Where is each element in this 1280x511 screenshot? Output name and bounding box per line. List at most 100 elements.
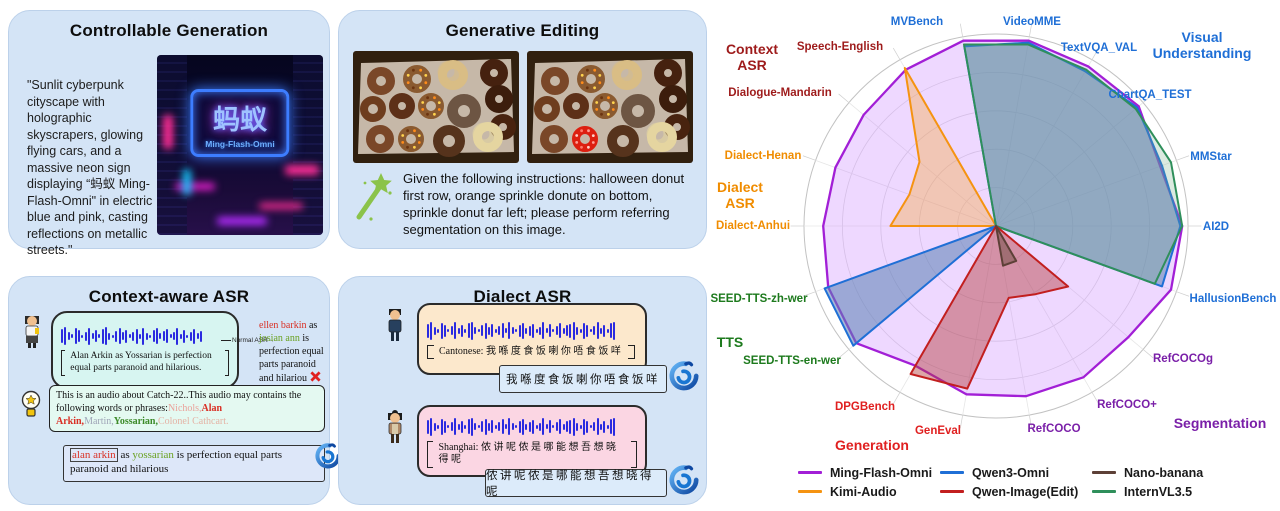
audio-waveform bbox=[427, 319, 637, 343]
neon-sign-chinese: 蚂蚁 bbox=[212, 105, 267, 135]
legend-item-nano-banana: Nano-banana bbox=[1092, 463, 1222, 482]
legend-swatch bbox=[1092, 490, 1116, 493]
light-bulb-icon bbox=[19, 389, 43, 426]
radar-axis-label-dialect-henan: Dialect-Henan bbox=[724, 150, 802, 162]
dialect-label: Cantonese: bbox=[439, 345, 486, 357]
radar-group-label-context-asr: Context ASR bbox=[725, 40, 779, 73]
bracket-left bbox=[427, 344, 434, 360]
radar-axis-label-videomme: VideoMME bbox=[1003, 16, 1061, 28]
panel-title: Controllable Generation bbox=[69, 21, 269, 40]
legend-label: Qwen3-Omni bbox=[972, 465, 1050, 480]
benchmark-radar-chart: MVBench VideoMME TextVQA_VAL ChartQA_TEST MM… bbox=[710, 0, 1280, 511]
radar-axis-label-seed-tts-zh-wer: SEED-TTS-zh-wer bbox=[710, 293, 808, 305]
radar-series-Qwen-Image(Edit) bbox=[909, 225, 1070, 390]
text-segment: Martin, bbox=[84, 416, 114, 427]
neon-sign-english: Ming-Flash-Omni bbox=[205, 139, 275, 149]
text-segment: Nichols, bbox=[167, 403, 202, 414]
legend-item-kimi-audio: Kimi-Audio bbox=[798, 482, 940, 501]
radar-group-label-generation: Generation bbox=[835, 436, 909, 453]
cyberpunk-city-image: 蚂蚁 Ming-Flash-Omni bbox=[157, 55, 323, 235]
text-segment: is perfection equal parts paranoid and h… bbox=[259, 333, 324, 384]
radar-group-label-segmentation: Segmentation bbox=[1173, 414, 1267, 431]
panel-dialect-asr: Dialect ASR Cantonese: 我喺度食饭喇你唔食饭咩 我喺度食饭… bbox=[338, 276, 707, 505]
legend-label: Qwen-Image(Edit) bbox=[972, 484, 1079, 499]
legend-item-internvl3.5: InternVL3.5 bbox=[1092, 482, 1222, 501]
radar-axis-label-geneval: GenEval bbox=[914, 425, 962, 437]
cantonese-asr-result: 我喺度食饭喇你唔食饭咩 bbox=[499, 365, 667, 393]
radar-axis-label-chartqa_test: ChartQA_TEST bbox=[1108, 89, 1192, 101]
context-hint-box: This is an audio about Catch-22..This au… bbox=[49, 385, 325, 432]
legend-swatch bbox=[798, 471, 822, 474]
bracket-left bbox=[61, 350, 66, 376]
legend-swatch bbox=[798, 490, 822, 493]
radar-plot bbox=[790, 23, 1202, 429]
model-swirl-logo bbox=[669, 465, 699, 500]
normal-asr-arrow: Normal ASR → bbox=[221, 337, 274, 344]
model-swirl-logo bbox=[315, 443, 341, 474]
speech-transcript: Alan Arkin as Yossarian is perfection eq… bbox=[70, 351, 212, 373]
shanghai-speech-bubble: Shanghai: 侬讲呢侬是哪能想吾想晓得呢 bbox=[417, 405, 647, 477]
legend-item-qwen3-omni: Qwen3-Omni bbox=[940, 463, 1092, 482]
speaker-man-icon bbox=[385, 307, 405, 348]
panel-title: Generative Editing bbox=[445, 21, 600, 40]
text-segment: This is an audio about Catch-22..This au… bbox=[56, 390, 302, 414]
neon-glow bbox=[175, 183, 215, 190]
neon-glow bbox=[217, 217, 267, 225]
legend-swatch bbox=[940, 490, 964, 493]
radar-axis-label-refcoco: RefCOCO bbox=[1027, 423, 1081, 435]
legend-label: Kimi-Audio bbox=[830, 484, 897, 499]
editing-instruction: Given the following instructions: hallow… bbox=[403, 171, 685, 237]
radar-series-Kimi-Audio bbox=[889, 67, 997, 227]
radar-axis-label-mmstar: MMStar bbox=[1190, 151, 1232, 163]
neon-sign: 蚂蚁 Ming-Flash-Omni bbox=[190, 89, 290, 157]
legend-label: Ming-Flash-Omni bbox=[830, 465, 933, 480]
text-segment: yossarian bbox=[132, 449, 174, 461]
radar-group-label-tts: TTS bbox=[716, 333, 744, 350]
text-segment: josian ann bbox=[259, 333, 303, 344]
neon-glow bbox=[163, 115, 173, 149]
speech-bubble: Alan Arkin as Yossarian is perfection eq… bbox=[51, 311, 239, 389]
cantonese-transcript: Cantonese: 我喺度食饭喇你唔食饭咩 bbox=[434, 345, 628, 360]
donut-box-edited-image bbox=[527, 51, 693, 163]
audio-waveform bbox=[61, 324, 229, 348]
magic-wand-icon bbox=[351, 171, 393, 239]
neon-glow bbox=[259, 203, 303, 209]
panel-title: Dialect ASR bbox=[473, 287, 572, 306]
shanghai-asr-result: 侬讲呢侬是哪能想吾想晓得呢 bbox=[485, 469, 667, 498]
radar-axis-label-refcocog: RefCOCOg bbox=[1152, 353, 1214, 365]
text-segment: alan arkin bbox=[70, 448, 118, 462]
radar-series-Qwen3-Omni bbox=[823, 41, 1182, 347]
text-segment: Alan Arkin, bbox=[56, 403, 223, 427]
bracket-right bbox=[630, 440, 637, 468]
radar-axis-label-mvbench: MVBench bbox=[890, 16, 944, 28]
panel-generative-editing: Generative Editing Given the following i… bbox=[338, 10, 707, 249]
model-swirl-logo bbox=[669, 361, 699, 396]
panel-controllable-generation: Controllable Generation "Sunlit cyberpun… bbox=[8, 10, 330, 257]
legend-item-qwen-image(edit): Qwen-Image(Edit) bbox=[940, 482, 1092, 501]
legend-item-ming-flash-omni: Ming-Flash-Omni bbox=[798, 463, 940, 482]
radar-series-InternVL3.5 bbox=[963, 43, 1184, 285]
context-asr-result: alan arkin as yossarian is perfection eq… bbox=[63, 445, 325, 482]
panel-title: Context-aware ASR bbox=[88, 287, 250, 306]
radar-axis-label-refcoco+: RefCOCO+ bbox=[1097, 399, 1157, 411]
text-segment: as bbox=[117, 449, 133, 461]
bracket-right bbox=[224, 350, 229, 376]
dialect-text: 我喺度食饭喇你唔食饭咩 bbox=[485, 345, 624, 357]
audio-waveform bbox=[427, 415, 637, 439]
donut-box-original-image bbox=[353, 51, 519, 163]
speaker-woman2-icon bbox=[385, 409, 405, 450]
generation-prompt: "Sunlit cyberpunk cityscape with hologra… bbox=[27, 78, 153, 257]
panel-context-asr: Context-aware ASR Alan Arkin as Yossaria… bbox=[8, 276, 341, 505]
neon-glow bbox=[183, 169, 191, 195]
radar-series-Nano-banana bbox=[995, 225, 1018, 267]
dialect-label: Shanghai: bbox=[438, 441, 481, 453]
bracket-right bbox=[628, 344, 636, 360]
text-segment: ellen barkin bbox=[259, 320, 309, 331]
text-segment: is perfection equal parts paranoid and h… bbox=[70, 449, 283, 475]
radar-legend: Ming-Flash-Omni Qwen3-Omni Nano-banana Kimi… bbox=[798, 463, 1222, 501]
radar-axis-label-hallusionbench: HallusionBench bbox=[1189, 293, 1277, 305]
normal-asr-output: ellen barkin as josian ann is perfection… bbox=[259, 319, 325, 385]
neon-glow bbox=[285, 165, 319, 175]
arrow-label: Normal ASR bbox=[232, 337, 268, 344]
